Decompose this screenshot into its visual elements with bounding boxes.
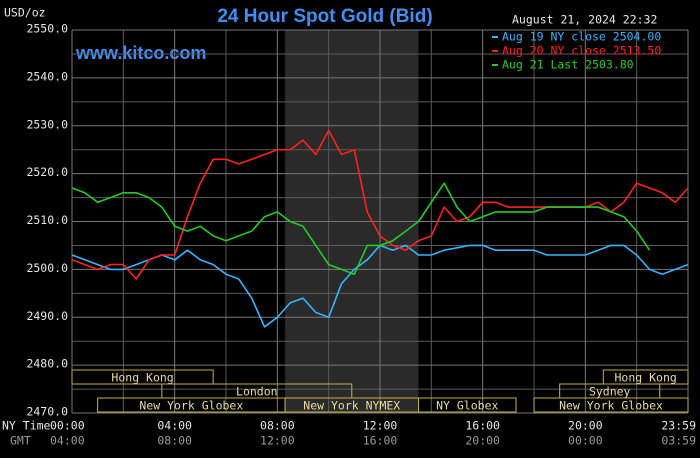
y-tick-label: 2520.0 <box>26 165 68 179</box>
session-label: New York Globex <box>559 399 663 413</box>
x-tick-label: 12:00 <box>363 419 398 433</box>
x-tick-label: 00:00 <box>50 419 85 433</box>
gmt-tick-label: 03:59 <box>661 434 696 448</box>
x-tick-label: 04:00 <box>157 419 192 433</box>
website: www.kitco.com <box>75 43 206 63</box>
legend-label: Aug 21 Last 2503.80 <box>502 58 634 72</box>
legend-label: Aug 20 NY close 2513.50 <box>502 44 661 58</box>
gmt-tick-label: 16:00 <box>363 434 398 448</box>
y-tick-label: 2480.0 <box>26 357 68 371</box>
series-line <box>71 182 651 275</box>
session-label: New York Globex <box>139 399 243 413</box>
gmt-tick-label: 12:00 <box>260 434 295 448</box>
y-tick-label: 2470.0 <box>26 405 68 419</box>
session-label: Hong Kong <box>614 371 676 385</box>
session-label: NY Globex <box>436 399 498 413</box>
session-label: London <box>236 385 278 399</box>
legend-label: Aug 19 NY close 2504.00 <box>502 30 661 44</box>
session-box <box>71 369 214 385</box>
y-tick-label: 2500.0 <box>26 261 68 275</box>
y-tick-label: 2540.0 <box>26 69 68 83</box>
y-tick-label: 2530.0 <box>26 117 68 131</box>
session-box <box>418 397 517 413</box>
gmt-tick-label: 04:00 <box>50 434 85 448</box>
x-tick-label: 23:59 <box>661 419 696 433</box>
x-tick-label: 20:00 <box>568 419 603 433</box>
gmt-tick-label: 20:00 <box>465 434 500 448</box>
row-label: NY Time <box>2 419 51 433</box>
y-tick-label: 2490.0 <box>26 309 68 323</box>
x-tick-label: 08:00 <box>260 419 295 433</box>
y-axis-label: USD/oz <box>4 6 46 20</box>
y-tick-label: 2510.0 <box>26 213 68 227</box>
gmt-tick-label: 08:00 <box>157 434 192 448</box>
gmt-tick-label: 00:00 <box>568 434 603 448</box>
session-box <box>602 369 689 385</box>
row-label: GMT <box>10 434 31 448</box>
session-label: New York NYMEX <box>303 399 400 413</box>
y-tick-label: 2550.0 <box>26 22 68 36</box>
chart-title: 24 Hour Spot Gold (Bid) <box>217 6 432 27</box>
session-label: Sydney <box>589 385 631 399</box>
session-box <box>533 397 689 413</box>
session-label: Hong Kong <box>111 371 173 385</box>
timestamp: August 21, 2024 22:32 <box>512 13 657 27</box>
x-tick-label: 16:00 <box>465 419 500 433</box>
